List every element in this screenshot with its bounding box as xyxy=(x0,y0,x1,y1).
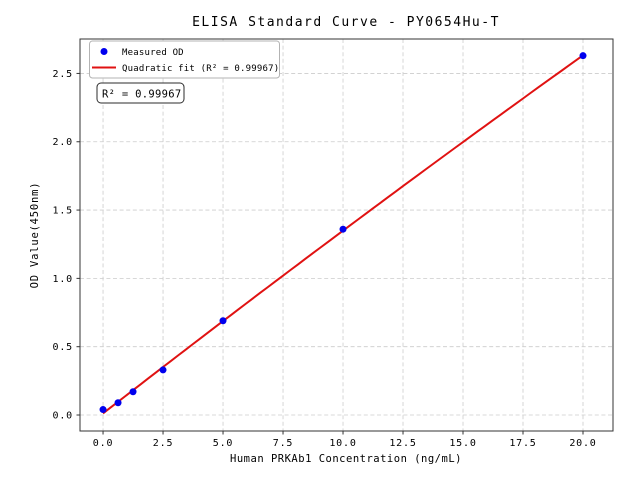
x-tick-label: 15.0 xyxy=(449,438,476,449)
data-point xyxy=(114,399,122,407)
x-tick-label: 17.5 xyxy=(509,438,536,449)
annotation-border xyxy=(96,82,185,104)
chart-title: ELISA Standard Curve - PY0654Hu-T xyxy=(192,15,500,30)
x-tick-label: 7.5 xyxy=(273,438,293,449)
axes-layer: 0.0 2.5 5.0 7.5 10.0 12.5 15.0 17.5 20.0 0.0 0.5 1.… xyxy=(53,38,614,449)
y-tick-label: 1.5 xyxy=(53,206,73,217)
legend-border xyxy=(89,40,280,79)
x-tick-label: 20.0 xyxy=(569,438,596,449)
plot-border xyxy=(79,38,614,432)
data-point xyxy=(159,366,167,374)
data-point xyxy=(219,317,227,325)
x-tick-label: 12.5 xyxy=(389,438,416,449)
x-axis-label: Human PRKAb1 Concentration (ng/mL) xyxy=(230,453,462,465)
x-tick-label: 2.5 xyxy=(153,438,173,449)
r-squared-annotation: R² = 0.99967 xyxy=(96,82,185,104)
legend: Measured OD Quadratic fit (R² = 0.99967) xyxy=(89,40,280,79)
x-tick-label: 10.0 xyxy=(329,438,356,449)
legend-label-quadratic-fit: Quadratic fit (R² = 0.99967) xyxy=(122,64,279,74)
y-tick-label: 0.0 xyxy=(53,411,73,422)
r-squared-text: R² = 0.99967 xyxy=(102,89,181,101)
x-tick-label: 0.0 xyxy=(93,438,113,449)
y-tick-label: 2.0 xyxy=(53,137,73,148)
y-tick-label: 0.5 xyxy=(53,342,73,353)
y-tick-label: 1.0 xyxy=(53,274,73,285)
data-point xyxy=(339,225,347,233)
legend-marker-dot-icon xyxy=(100,48,108,55)
data-point xyxy=(99,406,107,414)
y-tick-label: 2.5 xyxy=(53,69,73,80)
series-layer xyxy=(99,52,587,415)
legend-label-measured-od: Measured OD xyxy=(122,48,184,58)
data-point xyxy=(129,388,137,396)
data-point xyxy=(579,52,587,60)
y-axis-label: OD Value(450nm) xyxy=(29,182,41,289)
x-tick-label: 5.0 xyxy=(213,438,233,449)
